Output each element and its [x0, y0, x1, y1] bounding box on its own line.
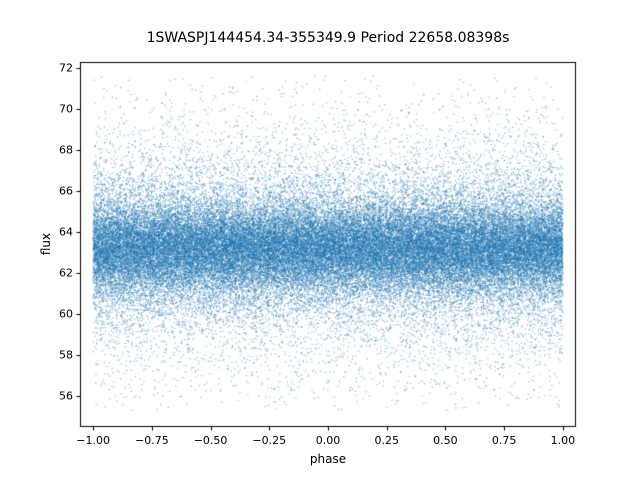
- x-tick-label: 0.00: [315, 434, 341, 447]
- chart-title: 1SWASPJ144454.34-355349.9 Period 22658.0…: [146, 30, 510, 46]
- x-tick-label: 0.25: [374, 434, 399, 447]
- y-tick-label: 68: [59, 143, 73, 157]
- x-tick-label: 1.00: [550, 434, 576, 447]
- y-tick-label: 58: [59, 348, 73, 362]
- x-tick-label: 0.75: [491, 434, 517, 447]
- y-tick-label: 62: [59, 266, 73, 280]
- x-tick-label: 0.50: [433, 434, 458, 447]
- y-tick-label: 56: [59, 389, 73, 403]
- y-axis-label: flux: [39, 232, 53, 256]
- y-tick-label: 60: [59, 307, 73, 321]
- x-tick-label: −0.50: [193, 434, 228, 447]
- x-tick-label: −0.25: [252, 434, 287, 447]
- x-axis-label: phase: [309, 452, 347, 466]
- x-tick-label: −1.00: [76, 434, 110, 447]
- x-tick-label: −0.75: [135, 434, 169, 447]
- y-tick-label: 66: [59, 184, 73, 198]
- y-tick-label: 72: [59, 61, 73, 75]
- y-tick-label: 64: [59, 225, 73, 239]
- y-tick-label: 70: [59, 102, 73, 116]
